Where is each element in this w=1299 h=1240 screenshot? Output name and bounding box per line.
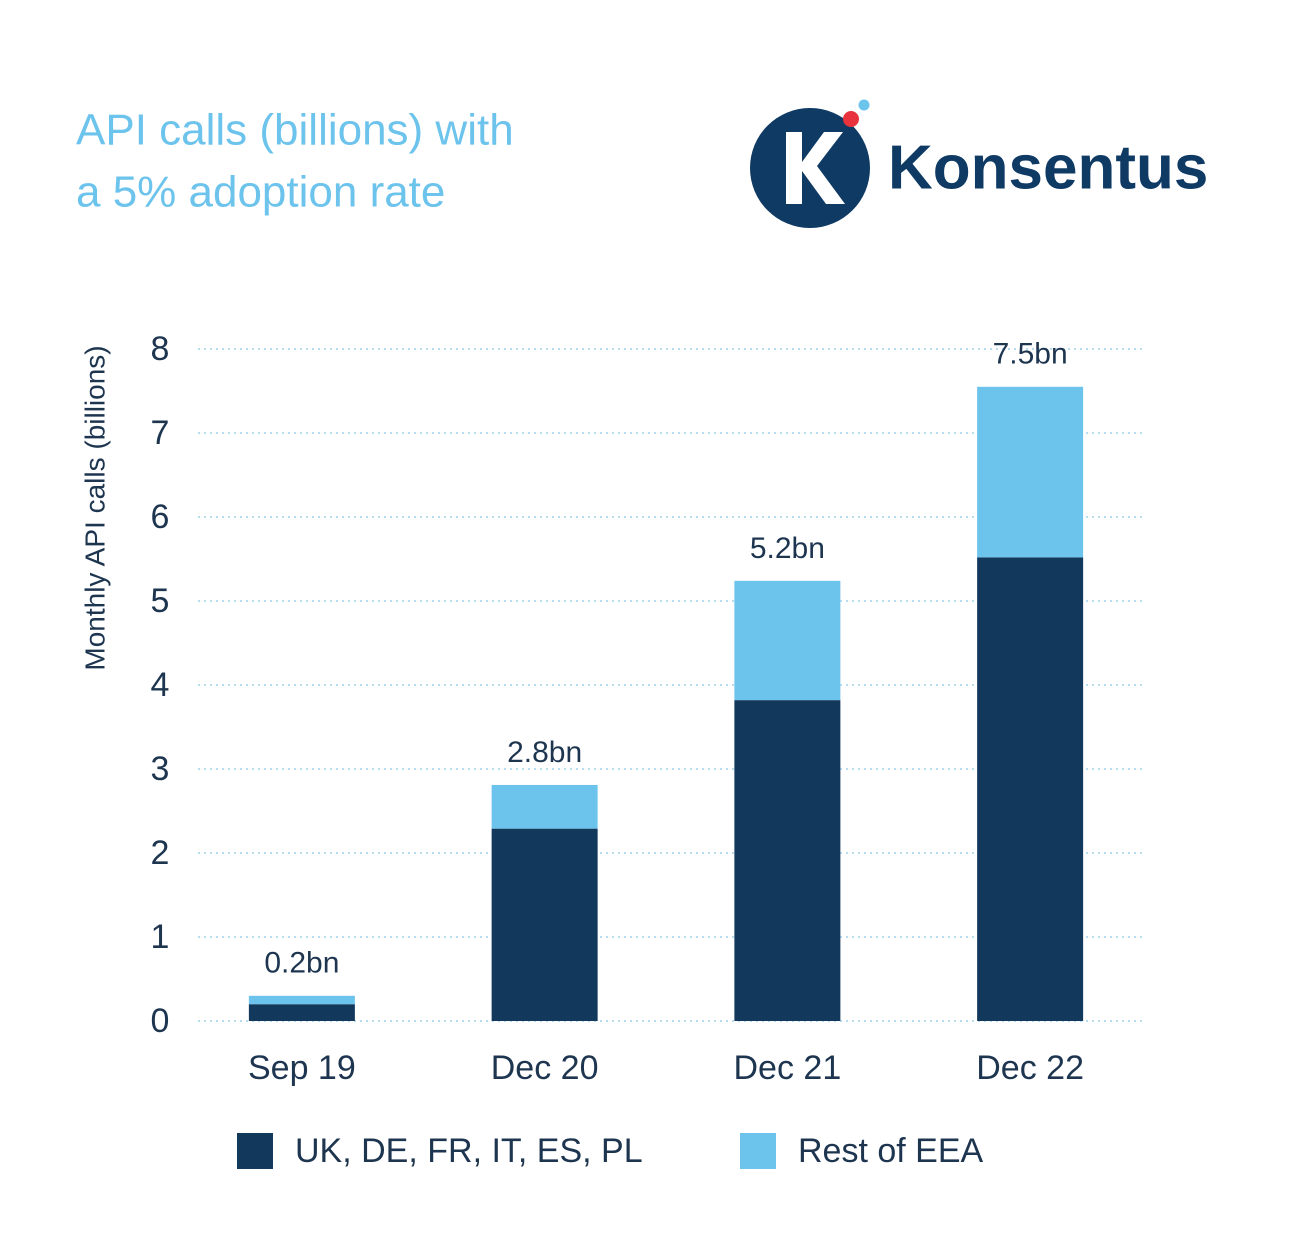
logo-mark (750, 99, 870, 228)
y-tick-label: 8 (151, 330, 170, 368)
logo-k (786, 132, 845, 204)
bar-segment (491, 784, 598, 829)
legend-label: UK, DE, FR, IT, ES, PL (295, 1132, 643, 1170)
x-tick-label: Dec 20 (491, 1049, 599, 1087)
legend-swatch (237, 1133, 273, 1169)
total-label: 7.5bn (993, 338, 1068, 371)
bar-segment (734, 700, 841, 1021)
x-tick-label: Sep 19 (248, 1049, 356, 1087)
bar-segment (248, 995, 355, 1005)
bar-segment (977, 557, 1084, 1021)
logo-text: Konsentus (888, 133, 1208, 202)
total-label: 0.2bn (264, 947, 339, 980)
y-tick-label: 4 (151, 666, 170, 704)
x-tick-label: Dec 22 (976, 1049, 1084, 1087)
total-label: 2.8bn (507, 736, 582, 769)
logo-dot (843, 111, 859, 127)
y-tick-label: 7 (151, 414, 170, 452)
y-tick-label: 1 (151, 918, 170, 956)
y-tick-label: 0 (151, 1002, 170, 1040)
y-tick-label: 5 (151, 582, 170, 620)
y-axis-label: Monthly API calls (billions) (79, 345, 110, 670)
title-line: API calls (billions) with (76, 106, 514, 155)
bar-segment (491, 828, 598, 1021)
title-line: a 5% adoption rate (76, 168, 445, 217)
y-tick-label: 6 (151, 498, 170, 536)
bar-segment (248, 1004, 355, 1021)
x-tick-label: Dec 21 (734, 1049, 842, 1087)
y-tick-label: 2 (151, 834, 170, 872)
bar-segment (734, 580, 841, 701)
bar-segment (977, 386, 1084, 558)
logo-dot (858, 99, 870, 111)
legend-swatch (740, 1133, 776, 1169)
total-label: 5.2bn (750, 532, 825, 565)
y-tick-label: 3 (151, 750, 170, 788)
legend-label: Rest of EEA (798, 1132, 984, 1170)
